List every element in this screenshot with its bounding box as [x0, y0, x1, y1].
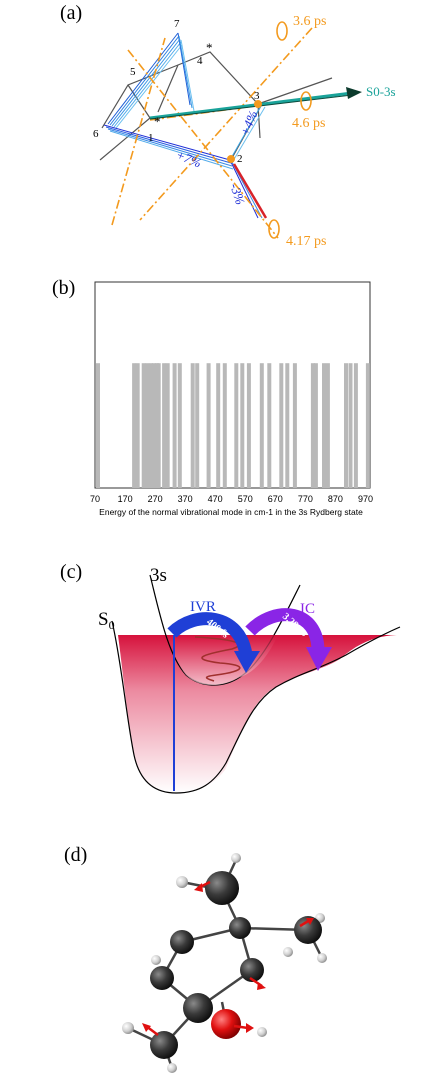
- bond-change-3: -3%: [227, 181, 248, 206]
- mode-bar: [348, 363, 353, 488]
- x-tick-label: 470: [208, 494, 223, 504]
- ic-label: IC: [300, 601, 315, 617]
- mode-bar: [135, 363, 140, 488]
- x-tick-label: 670: [268, 494, 283, 504]
- mode-bar: [353, 363, 358, 488]
- atom-label-6: 6: [93, 128, 99, 140]
- mode-bar: [310, 363, 315, 488]
- rotation-circle-icons: [268, 21, 312, 239]
- mode-bar: [177, 363, 182, 488]
- chart-frame: [94, 281, 371, 489]
- atom-star-upper: *: [206, 40, 213, 55]
- mode-bar: [325, 363, 330, 488]
- atom-label-5: 5: [130, 66, 136, 78]
- x-tick-label: 170: [118, 494, 133, 504]
- atom-star-lower: *: [154, 114, 161, 129]
- mode-bar: [162, 363, 167, 488]
- mode-bar: [259, 363, 264, 488]
- rotation-time-1: 3.6 ps: [293, 14, 326, 29]
- atom-label-3: 3: [254, 90, 260, 102]
- mode-bar: [195, 363, 200, 488]
- mode-bar: [279, 363, 284, 488]
- mode-bar: [132, 363, 137, 488]
- mode-bar: [344, 363, 348, 488]
- rotation-time-2: 4.6 ps: [292, 116, 325, 131]
- atom-label-2: 2: [237, 153, 243, 165]
- rotation-axes: [111, 27, 316, 239]
- vibrational-mode-chart: 70 170 270 370 470 570 670 770 870 970 Energy of …: [90, 281, 373, 517]
- vibration-fan-lower: [103, 103, 268, 219]
- x-tick-label: 770: [298, 494, 313, 504]
- mode-bar: [156, 363, 161, 488]
- panel-d-label: (d): [64, 844, 88, 866]
- mode-bar: [96, 363, 100, 488]
- x-tick-label: 70: [90, 494, 100, 504]
- mode-bar: [151, 363, 156, 488]
- ivr-arrow: [167, 612, 253, 657]
- mode-bar: [246, 363, 251, 488]
- atom-label-4: 4: [197, 55, 203, 67]
- s0-curve: [111, 620, 401, 794]
- mode-bar: [222, 363, 227, 488]
- atom-3-marker: [254, 100, 262, 108]
- mode-bar: [292, 363, 297, 488]
- x-axis-label: Energy of the normal vibrational mode in…: [99, 507, 363, 517]
- state-3s-label: 3s: [150, 565, 167, 586]
- molecule-3d-model: [122, 853, 327, 1073]
- panel-d: (d): [0, 830, 436, 1073]
- x-tick-label: 370: [178, 494, 193, 504]
- molecule-vibration-diagram: 7 * 4 5 3 6 * 1 2 3.6 ps S0-3s 4.6 ps 4.…: [93, 14, 396, 249]
- mode-bar: [234, 363, 239, 488]
- panel-a-label: (a): [60, 2, 83, 24]
- mode-bar: [216, 363, 221, 488]
- mode-bar: [148, 363, 153, 488]
- x-tick-label: 570: [238, 494, 253, 504]
- carbon-atoms: [150, 871, 322, 1059]
- panel-c-label: (c): [60, 561, 83, 583]
- oxygen-atom: [211, 1009, 241, 1039]
- potential-energy-diagram: 3s S0 IVR 400 fs IC 3.28 ps: [98, 565, 401, 794]
- atom-2-marker: [227, 155, 235, 163]
- displacement-arrows: [142, 880, 314, 1036]
- mode-bar: [145, 363, 150, 488]
- mode-bar: [141, 363, 146, 488]
- mode-bar: [322, 363, 326, 488]
- atom-label-7: 7: [174, 18, 180, 30]
- mode-bar: [206, 363, 211, 488]
- x-tick-label: 270: [148, 494, 163, 504]
- mode-bar: [313, 363, 318, 488]
- s0-3s-vector: [149, 87, 362, 120]
- panel-c: (c) 3s S0: [0, 555, 436, 805]
- panel-b: (b) 70 170 270 370 470 570 670 770 870 970 Energy…: [0, 270, 436, 525]
- bond-change-2: +7%: [174, 147, 204, 171]
- ivr-label: IVR: [190, 599, 216, 615]
- mode-bar: [285, 363, 290, 488]
- x-tick-label: 870: [328, 494, 343, 504]
- panel-b-label: (b): [52, 277, 76, 299]
- atom-label-1: 1: [148, 132, 154, 144]
- mode-bar: [365, 363, 370, 488]
- mode-bar: [240, 363, 245, 488]
- rotation-time-3: 4.17 ps: [286, 234, 326, 249]
- state-s0-label: S0: [98, 609, 115, 632]
- s0-3s-label: S0-3s: [366, 84, 396, 99]
- ic-arrow: [245, 608, 325, 652]
- mode-bar: [190, 363, 195, 488]
- mode-bar: [165, 363, 170, 488]
- mode-bar: [172, 363, 177, 488]
- x-tick-label: 970: [358, 494, 373, 504]
- panel-a: (a): [0, 0, 436, 260]
- hydrogen-atoms: [122, 853, 327, 1073]
- bond-change-1: +4%: [237, 108, 261, 138]
- vibration-fan-upper: [107, 32, 195, 129]
- mode-bar: [267, 363, 272, 488]
